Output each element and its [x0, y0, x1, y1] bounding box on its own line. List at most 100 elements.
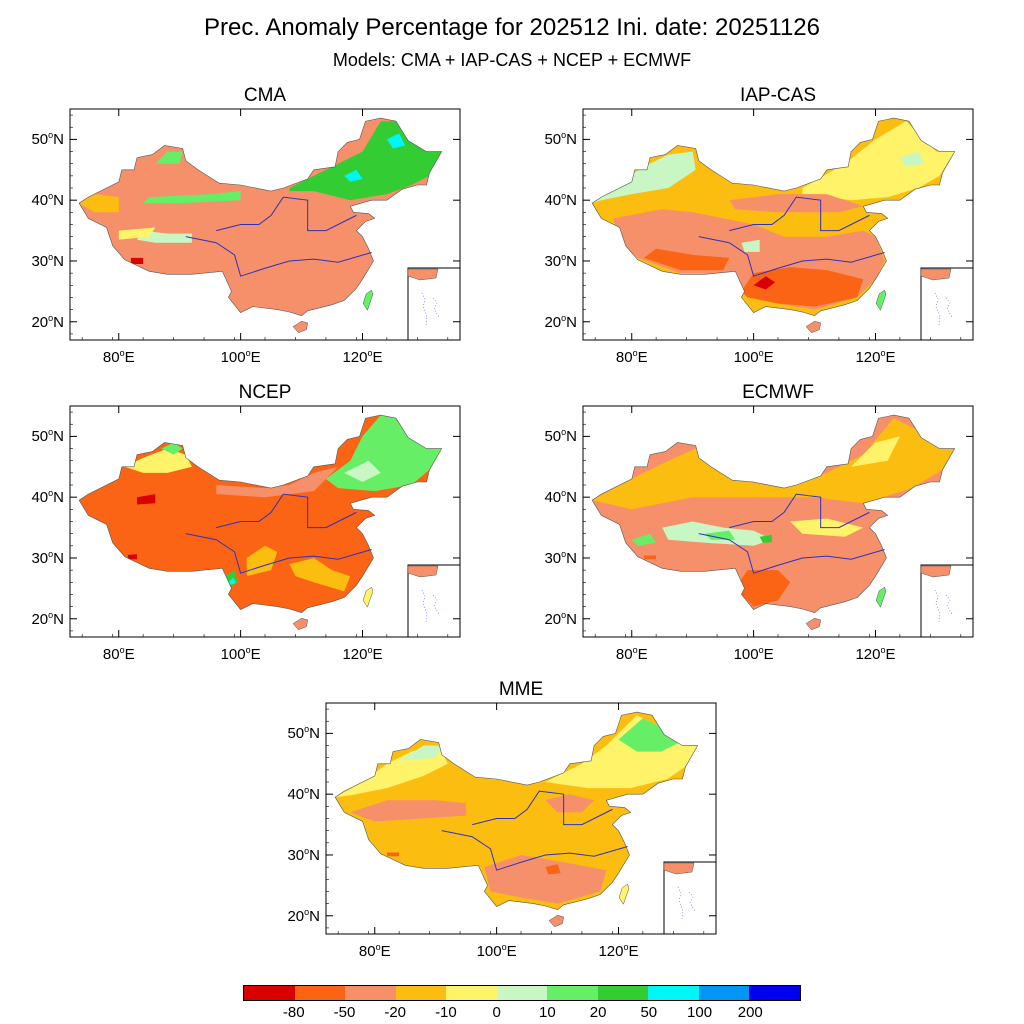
- inset-land: [920, 565, 952, 578]
- map-regions: [591, 414, 956, 630]
- inset-islands: [934, 292, 953, 326]
- china-border: [591, 414, 956, 614]
- lat-tick-label: 30oN: [544, 251, 577, 270]
- panel-title: CMA: [243, 85, 287, 106]
- colorbar: [243, 985, 801, 1001]
- hainan-island: [292, 320, 308, 333]
- yellow-river: [729, 196, 870, 232]
- lat-tick-label: 50oN: [287, 724, 320, 743]
- china-border: [591, 117, 956, 317]
- colorbar-swatch: [749, 986, 801, 1000]
- yellow-river: [216, 493, 357, 529]
- anomaly-region: [741, 267, 864, 307]
- lon-tick-label: 80oE: [615, 645, 648, 663]
- lon-tick-label: 100oE: [220, 348, 261, 366]
- anomaly-region: [79, 194, 119, 213]
- chart-subtitle: Models: CMA + IAP-CAS + NCEP + ECMWF: [332, 50, 692, 70]
- anomaly-region: [484, 855, 607, 904]
- anomaly-region: [753, 276, 775, 290]
- anomaly-region: [592, 151, 696, 204]
- colorbar-label: 100: [687, 1004, 713, 1021]
- colorbar-label: 10: [539, 1004, 556, 1021]
- taiwan-island: [618, 883, 630, 905]
- hainan-island: [805, 617, 821, 630]
- anomaly-region: [741, 239, 760, 252]
- anomaly-region: [759, 534, 772, 543]
- inset-islands: [677, 886, 696, 920]
- yangtze-river: [698, 533, 885, 574]
- map-fill: [592, 415, 955, 613]
- anomaly-region: [137, 494, 156, 505]
- lat-tick-label: 20oN: [544, 312, 577, 331]
- colorbar-label: 50: [640, 1004, 658, 1021]
- anomaly-region: [143, 191, 241, 204]
- lon-tick-label: 80oE: [102, 645, 135, 663]
- panel-title: NCEP: [238, 382, 292, 403]
- map-panel-ecmwf: [582, 405, 974, 638]
- panel-title: ECMWF: [742, 382, 814, 403]
- chart-title: Prec. Anomaly Percentage for 202512 Ini.…: [204, 14, 820, 41]
- lat-tick-label: 20oN: [31, 609, 64, 628]
- colorbar-label: 20: [589, 1004, 607, 1021]
- yellow-river: [472, 790, 613, 826]
- colorbar-swatch: [345, 986, 396, 1000]
- anomaly-region: [592, 418, 955, 510]
- map-fill: [335, 712, 698, 910]
- lat-tick-label: 40oN: [287, 785, 320, 804]
- colorbar-swatch: [244, 986, 295, 1000]
- lat-tick-label: 40oN: [544, 191, 577, 210]
- inset-land: [920, 268, 952, 281]
- china-border: [334, 711, 699, 911]
- map-regions: [78, 117, 443, 333]
- lon-tick-label: 120oE: [342, 645, 383, 663]
- lat-tick-label: 40oN: [544, 488, 577, 507]
- anomaly-region: [545, 864, 561, 875]
- taiwan-island: [362, 586, 374, 608]
- lat-tick-label: 20oN: [287, 906, 320, 925]
- lon-tick-label: 120oE: [855, 645, 896, 663]
- lat-tick-label: 40oN: [31, 191, 64, 210]
- anomaly-region: [643, 555, 657, 560]
- colorbar-label: -80: [282, 1004, 305, 1021]
- map-regions: [78, 414, 443, 630]
- lat-tick-label: 50oN: [31, 130, 64, 149]
- inset-islands: [934, 589, 953, 623]
- anomaly-region: [124, 448, 192, 473]
- lon-tick-label: 100oE: [220, 645, 261, 663]
- anomaly-region: [545, 794, 595, 813]
- inset-frame: [920, 267, 974, 341]
- inset-frame: [407, 564, 461, 638]
- colorbar-swatch: [547, 986, 598, 1000]
- panel-title: MME: [498, 679, 544, 700]
- map-panel-ncep: [69, 405, 461, 638]
- inset-frame: [920, 564, 974, 638]
- yangtze-river: [698, 236, 885, 277]
- yangtze-river: [441, 830, 628, 871]
- inset-frame: [663, 861, 717, 935]
- anomaly-region: [618, 718, 680, 752]
- lat-tick-label: 20oN: [31, 312, 64, 331]
- anomaly-region: [729, 194, 864, 213]
- taiwan-island: [875, 586, 887, 608]
- inset-land: [663, 862, 695, 875]
- anomaly-region: [631, 533, 657, 546]
- taiwan-island: [875, 289, 887, 311]
- anomaly-region: [851, 436, 900, 467]
- china-border: [78, 414, 443, 614]
- yangtze-river: [185, 236, 372, 277]
- lat-tick-label: 50oN: [31, 427, 64, 446]
- inset-islands: [421, 292, 440, 326]
- inset-frame: [407, 267, 461, 341]
- map-regions: [334, 711, 699, 927]
- lon-tick-label: 100oE: [733, 645, 774, 663]
- inset-land: [407, 565, 439, 578]
- lat-tick-label: 30oN: [287, 845, 320, 864]
- yangtze-river: [185, 533, 372, 574]
- taiwan-island: [362, 289, 374, 311]
- lat-tick-label: 50oN: [544, 427, 577, 446]
- colorbar-label: 0: [492, 1004, 501, 1021]
- lat-tick-label: 30oN: [544, 548, 577, 567]
- anomaly-region: [350, 800, 467, 822]
- anomaly-region: [155, 151, 183, 164]
